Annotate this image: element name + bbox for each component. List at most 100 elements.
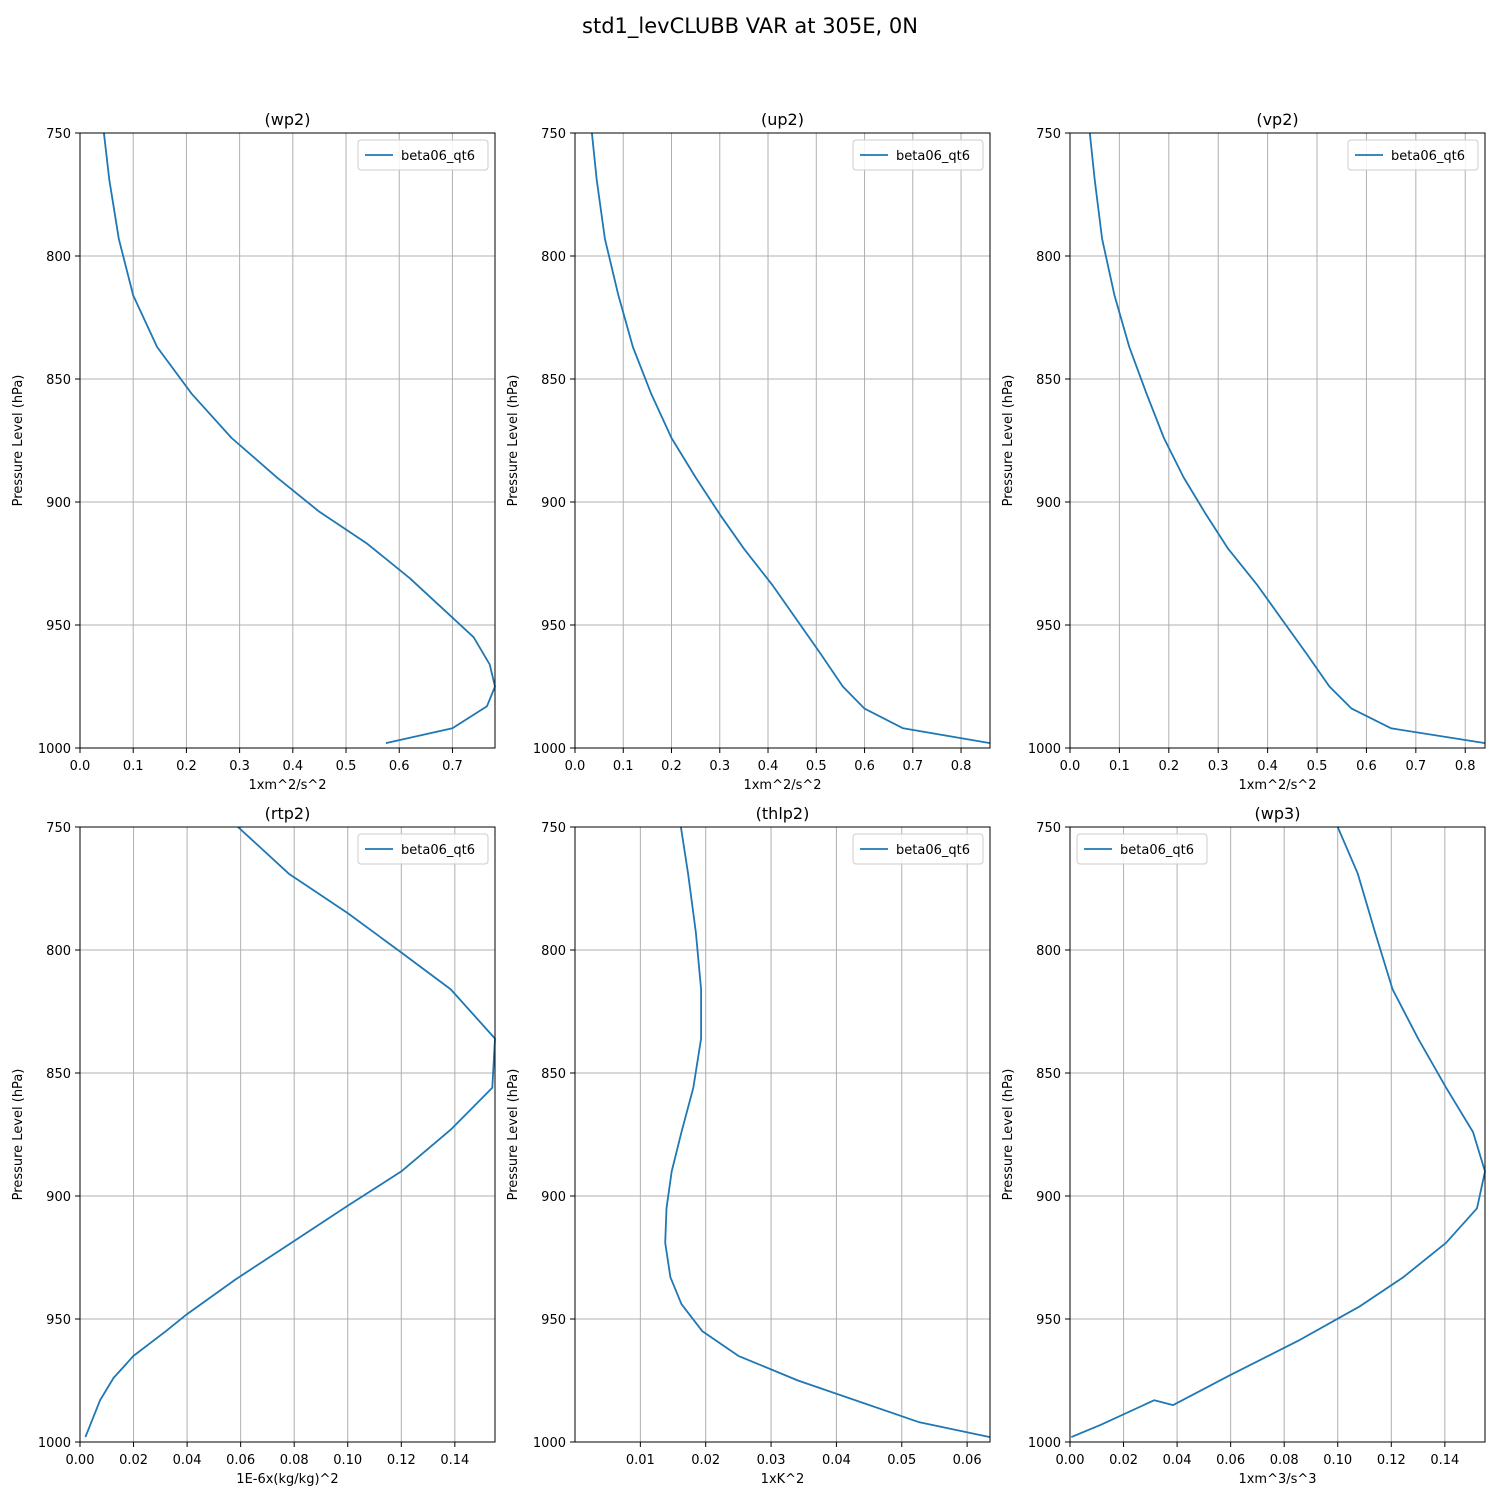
y-tick-label: 950 [46,619,71,634]
x-tick-label: 0.00 [1056,1453,1085,1468]
x-tick-label: 0.06 [1216,1453,1245,1468]
x-tick-label: 0.5 [1307,759,1328,774]
legend-box [852,139,984,171]
y-tick-label: 800 [1036,250,1061,265]
x-tick-label: 0.8 [1455,759,1476,774]
subplot-3: 0.0 0.1 0.2 0.3 0.4 0.5 0.6 0.7 0.8 750 800 850 900 9… [1001,110,1486,793]
x-tick-label: 0.14 [440,1453,469,1468]
y-tick-label: 1000 [38,742,71,757]
x-tick-label: 0.6 [854,759,875,774]
x-tick-label: 0.02 [1109,1453,1138,1468]
x-tick-label: 0.2 [1158,759,1179,774]
x-tick-label: 0.0 [70,759,91,774]
y-axis-label: Pressure Level (hPa) [506,375,521,507]
legend-label: beta06_qt6 [896,149,970,164]
axes-frame [79,132,496,749]
x-tick-label: 0.1 [123,759,144,774]
x-tick-label: 0.7 [442,759,463,774]
series-line-beta06_qt6 [591,132,991,744]
x-tick-label: 0.8 [951,759,972,774]
x-tick-label: 0.04 [173,1453,202,1468]
x-tick-label: 0.7 [1405,759,1426,774]
y-tick-label: 900 [46,1190,71,1205]
x-tick-label: 0.02 [119,1453,148,1468]
y-tick-label: 900 [541,1190,566,1205]
y-tick-label: 900 [1036,1190,1061,1205]
axes-frame [1069,132,1486,749]
legend: beta06_qt6 [852,139,984,171]
y-axis-label: Pressure Level (hPa) [1001,375,1016,507]
y-tick-label: 850 [1036,1067,1061,1082]
y-tick-label: 800 [1036,944,1061,959]
legend-label: beta06_qt6 [1120,843,1194,858]
x-tick-label: 0.0 [565,759,586,774]
y-axis-label: Pressure Level (hPa) [1001,1069,1016,1201]
y-axis-label: Pressure Level (hPa) [11,375,26,507]
x-tick-label: 0.01 [626,1453,655,1468]
x-tick-label: 0.08 [280,1453,309,1468]
x-tick-label: 0.2 [176,759,197,774]
x-axis-label: 1xK^2 [761,1472,805,1487]
figure-title: std1_levCLUBB VAR at 305E, 0N [582,14,918,38]
x-tick-label: 0.10 [1323,1453,1352,1468]
y-tick-label: 950 [541,1313,566,1328]
y-tick-label: 1000 [1028,742,1061,757]
subplot-6: 0.00 0.02 0.04 0.06 0.08 0.10 0.12 0.14 750 800 85… [1001,804,1486,1487]
y-tick-label: 950 [541,619,566,634]
legend: beta06_qt6 [357,139,489,171]
y-tick-label: 750 [541,127,566,142]
subplot-2: 0.0 0.1 0.2 0.3 0.4 0.5 0.6 0.7 0.8 750 800 850 900 9… [506,110,991,793]
y-tick-label: 850 [46,373,71,388]
y-tick-label: 950 [1036,1313,1061,1328]
axes-frame [1069,826,1486,1443]
x-tick-label: 0.03 [757,1453,786,1468]
legend-box [357,833,489,865]
legend-box [1347,139,1479,171]
y-tick-label: 900 [46,496,71,511]
x-tick-label: 0.14 [1430,1453,1459,1468]
x-tick-label: 0.06 [953,1453,982,1468]
subplot-title: (vp2) [1256,110,1298,129]
x-tick-label: 0.04 [822,1453,851,1468]
y-tick-label: 750 [1036,127,1061,142]
legend-box [852,833,984,865]
legend-box [1076,833,1208,865]
y-tick-label: 850 [1036,373,1061,388]
y-tick-label: 900 [541,496,566,511]
subplot-1: 0.0 0.1 0.2 0.3 0.4 0.5 0.6 0.7 750 800 850 900 950 1… [11,110,496,793]
x-tick-label: 0.12 [1377,1453,1406,1468]
x-tick-label: 0.3 [1208,759,1229,774]
y-tick-label: 1000 [1028,1436,1061,1451]
x-tick-label: 0.5 [806,759,827,774]
x-tick-label: 0.1 [613,759,634,774]
subplot-title: (wp2) [265,110,311,129]
x-tick-label: 0.12 [387,1453,416,1468]
y-tick-label: 1000 [533,1436,566,1451]
y-tick-label: 800 [46,250,71,265]
legend: beta06_qt6 [357,833,489,865]
x-tick-label: 0.00 [66,1453,95,1468]
y-tick-label: 950 [46,1313,71,1328]
x-tick-label: 0.04 [1163,1453,1192,1468]
y-tick-label: 800 [541,250,566,265]
x-tick-label: 0.6 [389,759,410,774]
legend-label: beta06_qt6 [1391,149,1465,164]
x-tick-label: 0.02 [691,1453,720,1468]
x-axis-label: 1xm^3/s^3 [1238,1472,1316,1487]
series-line-beta06_qt6 [84,826,496,1438]
y-tick-label: 800 [541,944,566,959]
series-line-beta06_qt6 [103,132,496,744]
y-tick-label: 750 [46,127,71,142]
x-tick-label: 0.1 [1109,759,1130,774]
series-line-beta06_qt6 [664,826,991,1438]
subplot-4: 0.00 0.02 0.04 0.06 0.08 0.10 0.12 0.14 750 800 85… [11,804,496,1487]
series-line-beta06_qt6 [1088,132,1486,744]
y-tick-label: 1000 [533,742,566,757]
x-tick-label: 0.4 [1257,759,1278,774]
y-tick-label: 850 [541,373,566,388]
y-tick-label: 750 [46,821,71,836]
y-tick-label: 750 [541,821,566,836]
y-tick-label: 800 [46,944,71,959]
